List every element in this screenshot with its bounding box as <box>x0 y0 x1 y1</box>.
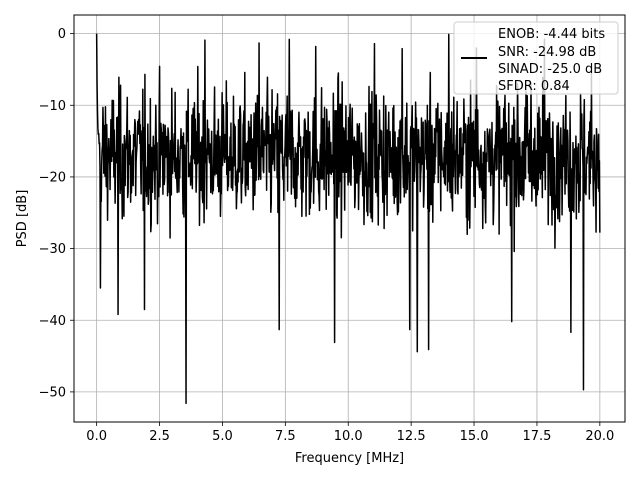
legend-sfdr: SFDR: 0.84 <box>498 79 570 94</box>
x-tick-label: 0.0 <box>86 429 107 444</box>
y-axis-ticks: 0 −10 −20 −30 −40 −50 <box>39 27 74 400</box>
y-tick-label: 0 <box>58 27 66 42</box>
x-tick-label: 2.5 <box>149 429 170 444</box>
legend-enob: ENOB: -4.44 bits <box>498 27 605 42</box>
legend: ENOB: -4.44 bits SNR: -24.98 dB SINAD: -… <box>453 21 619 95</box>
y-tick-label: −10 <box>39 99 66 114</box>
legend-sinad: SINAD: -25.0 dB <box>498 62 602 77</box>
psd-series <box>95 33 601 405</box>
y-tick-label: −50 <box>39 385 66 400</box>
y-tick-label: −20 <box>39 170 66 185</box>
x-axis-label: Frequency [MHz] <box>295 451 404 466</box>
x-tick-label: 15.0 <box>460 429 489 444</box>
y-tick-label: −30 <box>39 242 66 257</box>
legend-box <box>453 21 619 95</box>
x-tick-label: 5.0 <box>212 429 233 444</box>
y-tick-label: −40 <box>39 314 66 329</box>
x-tick-label: 10.0 <box>334 429 363 444</box>
x-axis-ticks: 0.0 2.5 5.0 7.5 10.0 12.5 15.0 17.5 20.0 <box>86 422 614 444</box>
x-tick-label: 12.5 <box>397 429 426 444</box>
x-tick-label: 17.5 <box>522 429 551 444</box>
y-axis-label: PSD [dB] <box>15 190 30 248</box>
x-tick-label: 7.5 <box>275 429 296 444</box>
plot-frame <box>73 14 626 423</box>
legend-snr: SNR: -24.98 dB <box>498 45 596 60</box>
psd-line <box>95 33 601 405</box>
x-tick-label: 20.0 <box>585 429 614 444</box>
